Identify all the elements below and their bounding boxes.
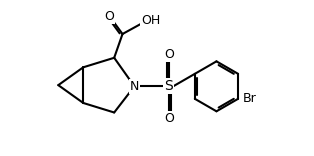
- Text: OH: OH: [141, 14, 160, 27]
- Text: N: N: [130, 80, 139, 93]
- Text: O: O: [164, 112, 174, 125]
- Text: S: S: [165, 79, 173, 93]
- Text: Br: Br: [243, 92, 257, 105]
- Text: O: O: [105, 10, 114, 23]
- Text: O: O: [164, 48, 174, 61]
